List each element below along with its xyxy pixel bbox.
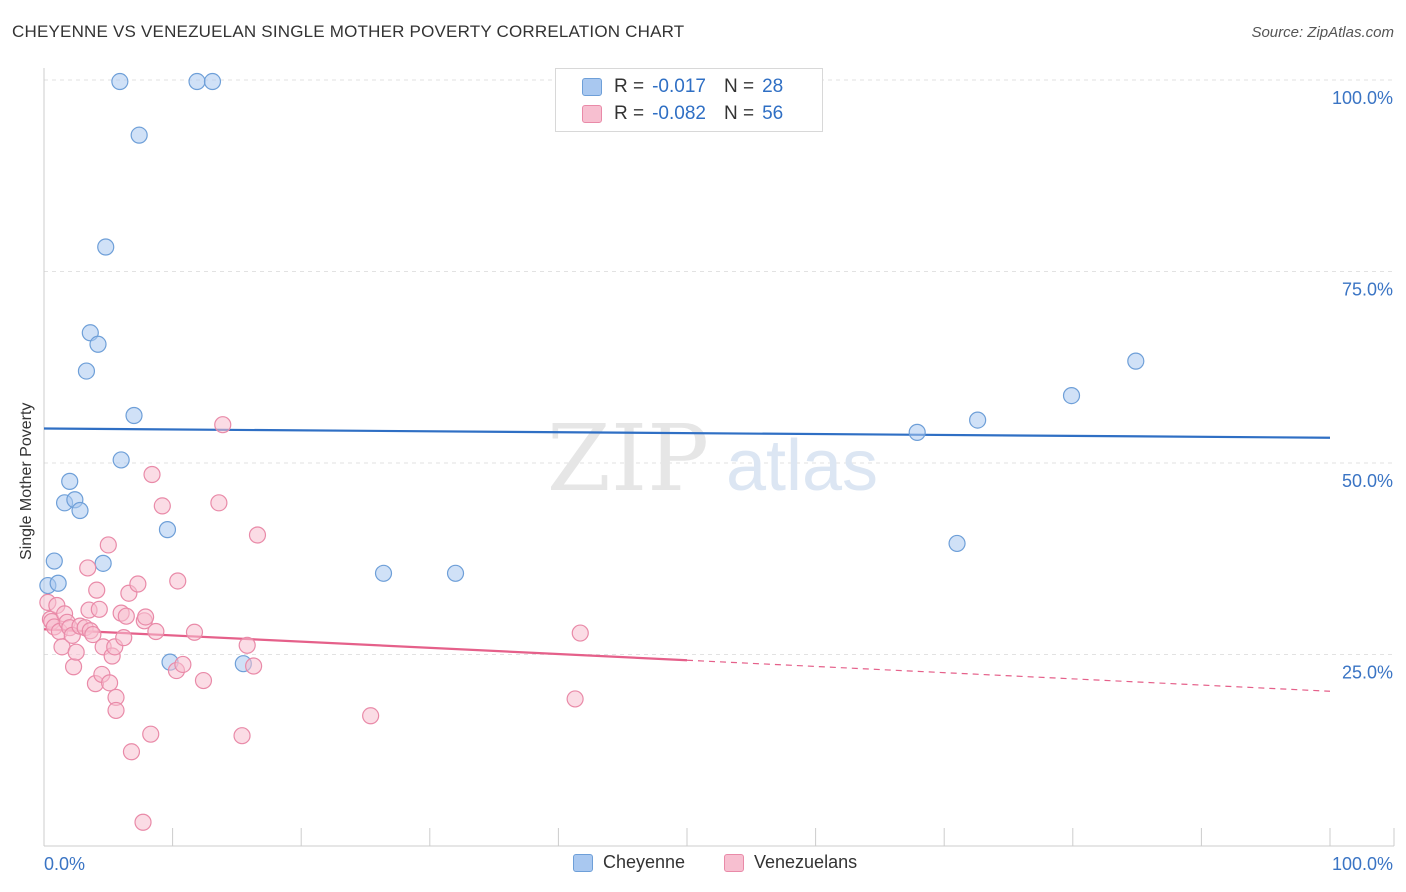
watermark-zip: ZIP [547,405,709,512]
data-point-venezuelans [142,725,160,743]
legend-n-value: 28 [762,76,784,97]
trend-line-extension-venezuelans [686,659,1331,692]
y-axis-label: Single Mother Poverty [18,402,35,560]
data-point-venezuelans [115,629,133,647]
y-tick-label: 75.0% [1342,280,1393,300]
data-point-cheyenne [1062,386,1081,405]
series-legend-venezuelans[interactable]: Venezuelans [724,852,857,873]
legend-row-venezuelans: R = -0.082 N = 56 [582,102,783,126]
data-point-cheyenne [45,552,63,570]
grid-lines [44,79,1394,655]
data-point-venezuelans [210,494,228,512]
data-point-cheyenne [374,564,393,582]
source-label: Source: ZipAtlas.com [1251,24,1394,41]
data-point-cheyenne [49,574,67,592]
data-point-venezuelans [362,707,380,725]
data-point-cheyenne [203,72,222,91]
data-point-venezuelans [571,624,589,642]
data-point-cheyenne [94,554,112,572]
legend-swatch-venezuelans [582,105,602,123]
series-swatch-cheyenne [573,853,593,872]
legend-r-label: R = [614,103,645,124]
x-tick-label: 100.0% [1332,854,1393,874]
legend-n-value: 56 [762,103,784,124]
data-points [39,72,1145,831]
data-point-cheyenne [77,362,96,380]
data-point-venezuelans [100,674,119,692]
tick-labels: 25.0% 50.0% 75.0% 100.0% 0.0% 100.0% [44,88,1393,874]
data-point-venezuelans [238,636,256,654]
data-point-venezuelans [174,655,192,674]
legend-n-label: N = [723,103,755,124]
data-point-cheyenne [158,521,177,539]
watermark-atlas: atlas [726,426,878,506]
data-point-venezuelans [67,643,85,661]
data-point-venezuelans [88,581,106,599]
chart-title: CHEYENNE VS VENEZUELAN SINGLE MOTHER POV… [12,22,685,41]
x-tick-label: 0.0% [44,854,85,874]
data-point-cheyenne [71,501,89,520]
data-point-cheyenne [111,72,129,91]
data-point-venezuelans [122,743,141,761]
data-point-cheyenne [89,335,107,353]
data-point-venezuelans [147,622,165,641]
data-point-cheyenne [125,406,143,425]
legend-swatch-cheyenne [582,78,602,96]
series-label-venezuelans: Venezuelans [754,852,858,872]
legend-r-value: -0.017 [652,76,706,97]
data-point-venezuelans [107,701,125,720]
data-point-cheyenne [97,238,115,256]
data-point-venezuelans [233,727,251,745]
data-point-venezuelans [153,497,171,515]
legend-row-cheyenne: R = -0.017 N = 28 [582,75,783,99]
data-point-cheyenne [61,472,79,490]
series-legend: Cheyenne Venezuelans [0,852,1406,878]
legend-r-label: R = [614,76,645,97]
series-legend-cheyenne[interactable]: Cheyenne [573,852,685,873]
y-tick-label: 100.0% [1332,88,1393,108]
data-point-cheyenne [908,423,926,441]
correlation-legend: R = -0.017 N = 28 R = -0.082 N = 56 [555,68,823,132]
data-point-venezuelans [79,559,97,577]
y-tick-label: 25.0% [1342,663,1393,683]
series-swatch-venezuelans [724,853,744,872]
legend-r-value: -0.082 [652,103,706,124]
data-point-venezuelans [99,536,117,554]
trend-line-venezuelans [43,628,688,662]
data-point-cheyenne [446,564,465,582]
data-point-venezuelans [129,575,147,593]
trend-line-cheyenne [43,427,1331,439]
y-tick-label: 50.0% [1342,471,1393,491]
series-label-cheyenne: Cheyenne [603,852,686,872]
data-point-venezuelans [245,657,263,675]
data-point-cheyenne [948,534,966,553]
data-point-venezuelans [136,608,155,626]
data-point-venezuelans [248,526,267,544]
data-point-venezuelans [84,625,102,644]
axes [43,68,1395,847]
data-point-venezuelans [64,658,83,676]
data-point-venezuelans [143,465,161,484]
data-point-venezuelans [169,572,187,590]
data-point-venezuelans [214,416,232,434]
data-point-cheyenne [112,451,130,469]
data-point-venezuelans [90,600,108,618]
data-point-venezuelans [134,813,152,831]
data-point-venezuelans [117,607,135,625]
data-point-venezuelans [185,623,204,641]
watermark: ZIP atlas [547,405,878,512]
data-point-cheyenne [969,411,987,429]
legend-n-label: N = [723,76,755,97]
data-point-cheyenne [130,126,148,144]
data-point-cheyenne [1127,352,1145,370]
data-point-venezuelans [194,671,213,690]
data-point-cheyenne [188,72,206,91]
data-point-venezuelans [566,690,584,708]
